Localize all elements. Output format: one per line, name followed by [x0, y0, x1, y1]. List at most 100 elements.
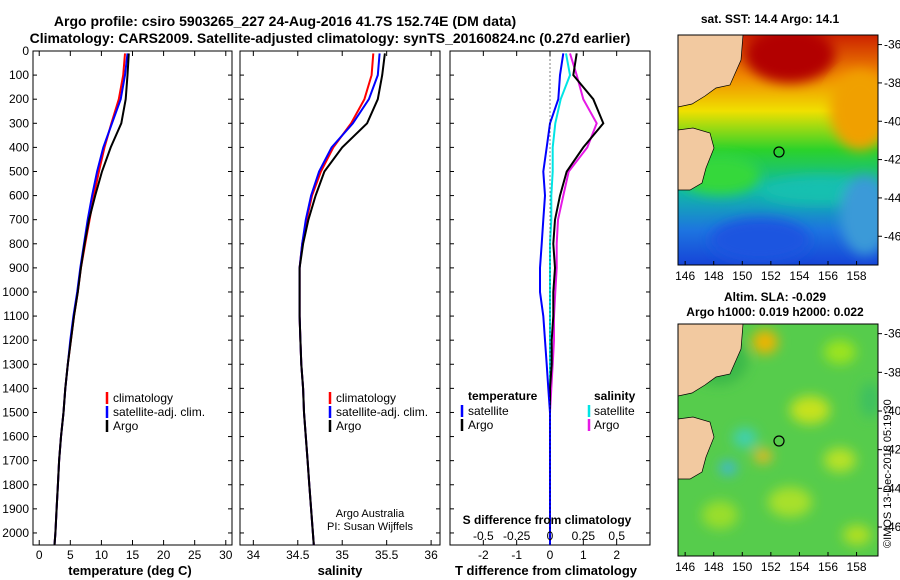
mainland-australia [678, 35, 744, 108]
lon-tick-label: 150 [732, 560, 752, 574]
legend-label-argo: Argo [113, 419, 139, 433]
lon-tick-label: 154 [789, 560, 809, 574]
sla-map-frame [677, 323, 879, 557]
s-difference-label: S difference from climatology [463, 513, 632, 527]
tasmania [678, 127, 715, 191]
lon-tick-label: 156 [818, 269, 838, 283]
salinity-legend: climatology satellite-adj. clim. Argo [328, 391, 428, 433]
temperature-xlabel: temperature (deg C) [68, 563, 192, 578]
x-tick-label: 2 [613, 548, 620, 562]
map-ticks: -36 -38 -40 -42 -44 -46 146 148 150 152 154 156 158 -… [675, 38, 900, 574]
lon-tick-label: 148 [704, 269, 724, 283]
depth-tick-label: 1100 [3, 309, 29, 323]
depth-tick-label: 100 [9, 68, 29, 82]
lat-tick-label: -40 [884, 404, 900, 418]
lat-tick-label: -44 [884, 481, 900, 495]
difference-xlabel: T difference from climatology [455, 563, 638, 578]
depth-tick-label: 1500 [2, 405, 29, 419]
legend-label-satellite: satellite-adj. clim. [113, 405, 205, 419]
salinity-plot: 34 34.5 35 35.5 36 [240, 50, 440, 562]
lat-tick-label: -38 [884, 76, 900, 90]
x-tick-label: -2 [478, 548, 489, 562]
x-tick-label: 0 [36, 548, 43, 562]
lat-tick-label: -46 [884, 520, 900, 534]
watermark: ©IMOS 13-Dec-2018 05:19:30 [882, 399, 894, 548]
depth-tick-label: 2000 [2, 526, 29, 540]
x-tick-label: 5 [67, 548, 74, 562]
lat-tick-label: -40 [884, 114, 900, 128]
lat-tick-label: -36 [884, 327, 900, 341]
legend-label-t-satellite: satellite [468, 404, 509, 418]
depth-tick-label: 1200 [2, 333, 29, 347]
depth-axis: 0 100 200 300 400 500 600 700 800 900 1000 1100 1200… [2, 44, 38, 540]
credit-line2: PI: Susan Wijffels [327, 521, 413, 533]
lon-tick-label: 152 [761, 269, 781, 283]
lon-tick-label: 156 [818, 560, 838, 574]
temperature-panel [32, 50, 233, 546]
sst-map-frame [677, 34, 879, 266]
depth-tick-label: 1800 [2, 478, 29, 492]
title-line1: Argo profile: csiro 5903265_227 24-Aug-2… [54, 13, 516, 29]
depth-tick-label: 800 [9, 237, 29, 251]
x-tick-label: 35 [336, 548, 350, 562]
legend-sal-title: salinity [594, 389, 636, 403]
lat-tick-label: -46 [884, 229, 900, 243]
legend-label-satellite: satellite-adj. clim. [336, 405, 428, 419]
depth-tick-label: 1300 [2, 357, 29, 371]
depth-tick-label: 1900 [2, 502, 29, 516]
x-tick-label: 20 [157, 548, 171, 562]
lon-tick-label: 150 [732, 269, 752, 283]
x-tick-label: 34 [247, 548, 261, 562]
x-tick-label: 25 [188, 548, 202, 562]
depth-tick-label: 900 [9, 261, 29, 275]
legend-label-s-satellite: satellite [594, 404, 635, 418]
s-tick-label: 0.25 [572, 529, 596, 543]
s-tick-label: 0.5 [608, 529, 625, 543]
sst-patches [680, 35, 878, 262]
legend-label-argo: Argo [336, 419, 362, 433]
depth-tick-label: 700 [9, 213, 29, 227]
depth-tick-label: 0 [22, 44, 29, 58]
depth-tick-label: 1600 [2, 430, 29, 444]
lat-tick-label: -42 [884, 153, 900, 167]
depth-tick-label: 1400 [2, 381, 29, 395]
depth-tick-label: 200 [9, 92, 29, 106]
salinity-xlabel: salinity [318, 563, 364, 578]
depth-tick-label: 1000 [2, 285, 29, 299]
lat-tick-label: -42 [884, 443, 900, 457]
s-tick-label: -0.5 [473, 529, 494, 543]
s-tick-label: -0.25 [503, 529, 531, 543]
legend-label-climatology: climatology [336, 391, 396, 405]
lon-tick-label: 158 [847, 269, 867, 283]
tasmania [678, 416, 715, 480]
x-tick-label: 35.5 [375, 548, 399, 562]
legend-label-t-argo: Argo [468, 418, 494, 432]
lon-tick-label: 154 [789, 269, 809, 283]
difference-legend: temperature satellite Argo salinity sate… [460, 389, 636, 432]
lon-tick-label: 148 [704, 560, 724, 574]
series-line-argo [298, 53, 386, 546]
temperature-legend: climatology satellite-adj. clim. Argo [105, 391, 205, 433]
float-position-marker [773, 435, 785, 447]
legend-label-climatology: climatology [113, 391, 173, 405]
series-line-argo [53, 53, 130, 546]
mainland-australia [678, 324, 744, 397]
legend-label-s-argo: Argo [594, 418, 620, 432]
sla-map [677, 323, 879, 557]
temperature-plot: 0 5 10 15 20 25 30 [33, 50, 233, 562]
x-tick-label: 15 [126, 548, 140, 562]
sst-map [677, 34, 879, 266]
salinity-panel [239, 50, 441, 546]
depth-tick-label: 600 [9, 189, 29, 203]
title-line2: Climatology: CARS2009. Satellite-adjuste… [30, 30, 631, 46]
lon-tick-label: 146 [675, 269, 695, 283]
x-tick-label: -1 [511, 548, 522, 562]
depth-tick-label: 500 [9, 164, 29, 178]
legend-temp-title: temperature [468, 389, 538, 403]
lat-tick-label: -44 [884, 191, 900, 205]
sst-title: sat. SST: 14.4 Argo: 14.1 [701, 12, 840, 26]
depth-tick-label: 400 [9, 140, 29, 154]
depth-tick-label: 1700 [2, 454, 29, 468]
sla-title2: Argo h1000: 0.019 h2000: 0.022 [686, 305, 864, 319]
